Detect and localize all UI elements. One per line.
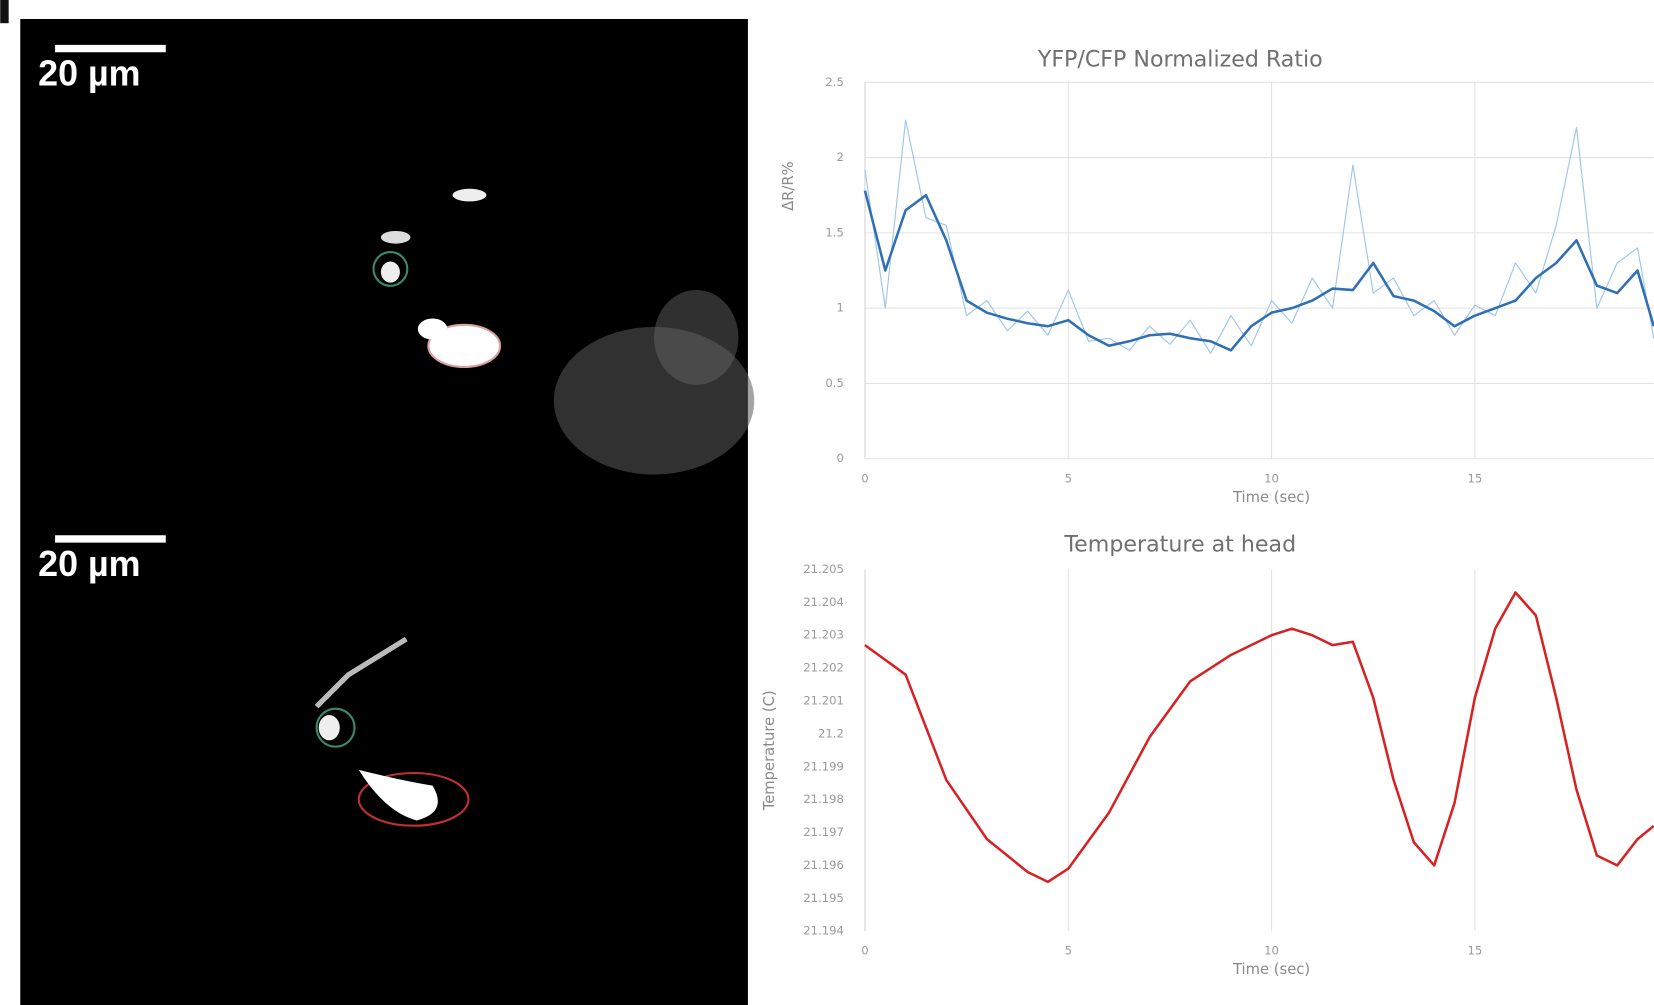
roi [315,707,356,748]
x-tick-label: 5 [1065,944,1072,958]
y-tick-label: 21.203 [803,628,844,642]
roi [372,250,409,287]
y-axis-label: ΔR/R% [780,161,797,211]
data-line [863,190,1654,352]
cell [314,636,408,709]
microscopy-panel [20,18,748,1005]
x-tick-label: 5 [1065,471,1072,485]
y-tick-label: 21.2 [818,726,844,740]
cell-roi [427,323,502,369]
cell [318,714,340,741]
cell [380,230,411,244]
y-tick-label: 21.202 [803,661,844,675]
diffuse-signal [553,326,755,475]
y-tick-label: 21.205 [803,562,844,576]
y-tick-label: 21.195 [803,891,844,905]
x-tick-label: 0 [861,944,868,958]
chart-title: Temperature at head [1063,532,1296,558]
y-tick-label: 0 [836,451,843,465]
diffuse-signal [654,290,739,385]
y-tick-label: 21.197 [803,825,844,839]
y-tick-label: 21.196 [803,858,844,872]
x-axis-label: Time (sec) [1232,489,1310,506]
y-axis-label: Temperature (C) [761,690,778,811]
y-tick-label: 21.204 [803,595,844,609]
y-tick-label: 21.199 [803,759,844,773]
x-tick-label: 10 [1264,944,1279,958]
x-tick-label: 0 [861,471,868,485]
y-tick-label: 0.5 [825,376,843,390]
cell [452,188,487,202]
y-tick-label: 21.201 [803,693,844,707]
scale-label: 20 µm [38,53,140,93]
y-tick-label: 2 [836,150,843,164]
y-tick-label: 1.5 [825,225,843,239]
y-tick-label: 21.198 [803,792,844,806]
scale-label: 20 µm [38,544,140,584]
data-line [864,119,1654,354]
data-line [864,591,1654,884]
cell [417,318,448,340]
cell [358,769,438,821]
x-tick-label: 15 [1467,471,1482,485]
x-tick-label: 15 [1467,944,1482,958]
y-tick-label: 21.194 [803,924,844,938]
roi [357,771,470,827]
x-axis-label: Time (sec) [1232,961,1310,978]
cell [380,261,400,283]
corner-artifact [0,0,9,24]
x-tick-label: 10 [1264,471,1279,485]
y-tick-label: 2.5 [825,75,843,89]
chart-title: YFP/CFP Normalized Ratio [1037,47,1323,73]
y-tick-label: 1 [836,301,843,315]
